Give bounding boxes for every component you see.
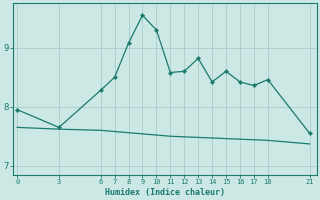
X-axis label: Humidex (Indice chaleur): Humidex (Indice chaleur) <box>105 188 225 197</box>
